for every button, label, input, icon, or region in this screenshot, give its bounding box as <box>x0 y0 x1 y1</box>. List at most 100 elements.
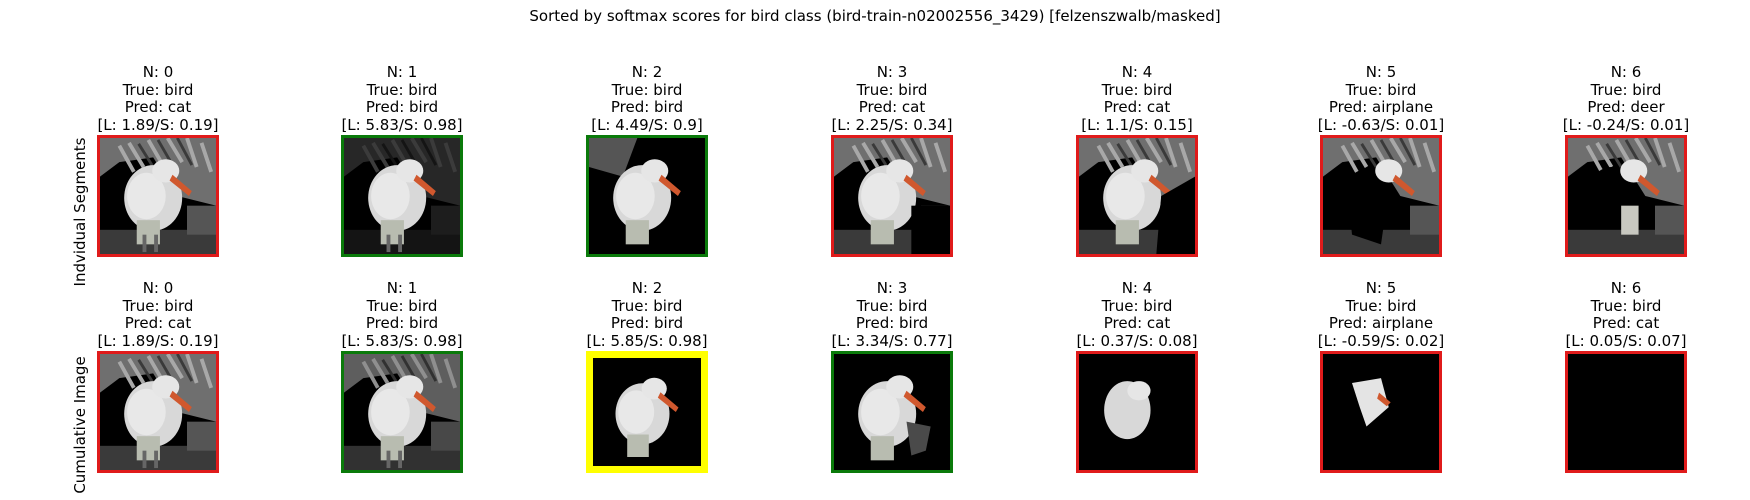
panel-pred-label: Pred: bird <box>610 98 684 116</box>
panel-score: [L: 2.25/S: 0.34] <box>831 115 953 134</box>
segment-image <box>97 135 219 257</box>
panel-score: [L: 1.89/S: 0.19] <box>97 331 219 350</box>
panel-row0-n0: N: 0 True: bird Pred: cat [L: 1.89/S: 0.19] <box>93 63 223 257</box>
panel-title: N: 5 True: bird Pred: airplane [L: -0.63/S:… <box>1316 63 1446 134</box>
panel-index: N: 4 <box>1121 279 1153 297</box>
panel-index: N: 2 <box>631 279 663 297</box>
panel-pred-label: Pred: bird <box>365 98 439 116</box>
panel-true-label: True: bird <box>856 296 928 315</box>
panel-true-label: True: bird <box>1101 80 1173 99</box>
panel-pred-label: Pred: cat <box>124 314 192 332</box>
panel-true-label: True: bird <box>366 80 438 99</box>
panel-score: [L: 5.83/S: 0.98] <box>341 115 463 134</box>
segment-image <box>586 351 708 473</box>
panel-true-label: True: bird <box>856 80 928 99</box>
segment-image <box>1076 351 1198 473</box>
panel-pred-label: Pred: cat <box>124 98 192 116</box>
panel-row1-n3: N: 3 True: bird Pred: bird [L: 3.34/S: 0.77… <box>827 279 957 473</box>
panel-index: N: 6 <box>1610 279 1642 297</box>
panel-score: [L: 3.34/S: 0.77] <box>831 331 953 350</box>
panel-title: N: 0 True: bird Pred: cat [L: 1.89/S: 0.19] <box>93 279 223 350</box>
panel-row1-n5: N: 5 True: bird Pred: airplane [L: -0.59/S:… <box>1316 279 1446 473</box>
panel-score: [L: 0.05/S: 0.07] <box>1565 331 1687 350</box>
panel-true-label: True: bird <box>1590 80 1662 99</box>
segment-image <box>1565 351 1687 473</box>
panel-row0-n5: N: 5 True: bird Pred: airplane [L: -0.63/S:… <box>1316 63 1446 257</box>
panel-score: [L: -0.63/S: 0.01] <box>1317 115 1445 134</box>
panel-score: [L: 1.89/S: 0.19] <box>97 115 219 134</box>
panel-true-label: True: bird <box>611 80 683 99</box>
panel-pred-label: Pred: deer <box>1587 98 1665 116</box>
panel-row0-n3: N: 3 True: bird Pred: cat [L: 2.25/S: 0.34] <box>827 63 957 257</box>
segment-image <box>831 135 953 257</box>
panel-pred-label: Pred: bird <box>855 314 929 332</box>
segment-image <box>341 351 463 473</box>
segment-image <box>831 351 953 473</box>
panel-true-label: True: bird <box>366 296 438 315</box>
panel-score: [L: -0.24/S: 0.01] <box>1562 115 1690 134</box>
panel-title: N: 1 True: bird Pred: bird [L: 5.83/S: 0.98… <box>337 63 467 134</box>
panel-title: N: 2 True: bird Pred: bird [L: 5.85/S: 0.98… <box>582 279 712 350</box>
panel-index: N: 1 <box>386 279 418 297</box>
panel-title: N: 6 True: bird Pred: cat [L: 0.05/S: 0.07] <box>1561 279 1691 350</box>
panel-row0-n1: N: 1 True: bird Pred: bird [L: 5.83/S: 0.98… <box>337 63 467 257</box>
panel-row0-n2: N: 2 True: bird Pred: bird [L: 4.49/S: 0.9] <box>582 63 712 257</box>
segment-image <box>1320 135 1442 257</box>
panel-title: N: 0 True: bird Pred: cat [L: 1.89/S: 0.19] <box>93 63 223 134</box>
panel-title: N: 4 True: bird Pred: cat [L: 0.37/S: 0.08] <box>1072 279 1202 350</box>
panel-row1-n2: N: 2 True: bird Pred: bird [L: 5.85/S: 0.98… <box>582 279 712 473</box>
segment-image <box>97 351 219 473</box>
panel-true-label: True: bird <box>1101 296 1173 315</box>
panel-pred-label: Pred: airplane <box>1328 98 1434 116</box>
segment-image <box>1320 351 1442 473</box>
panel-pred-label: Pred: bird <box>610 314 684 332</box>
row-label-individual-segments: Indvidual Segments <box>71 137 89 287</box>
panel-index: N: 3 <box>876 279 908 297</box>
panel-true-label: True: bird <box>1590 296 1662 315</box>
panel-title: N: 4 True: bird Pred: cat [L: 1.1/S: 0.15] <box>1072 63 1202 134</box>
panel-title: N: 3 True: bird Pred: bird [L: 3.34/S: 0.77… <box>827 279 957 350</box>
panel-true-label: True: bird <box>122 296 194 315</box>
segment-image <box>1076 135 1198 257</box>
panel-index: N: 5 <box>1365 63 1397 81</box>
panel-title: N: 3 True: bird Pred: cat [L: 2.25/S: 0.34] <box>827 63 957 134</box>
panel-title: N: 2 True: bird Pred: bird [L: 4.49/S: 0.9] <box>582 63 712 134</box>
panel-pred-label: Pred: cat <box>1103 98 1171 116</box>
panel-index: N: 4 <box>1121 63 1153 81</box>
panel-row1-n4: N: 4 True: bird Pred: cat [L: 0.37/S: 0.08] <box>1072 279 1202 473</box>
panel-score: [L: 0.37/S: 0.08] <box>1076 331 1198 350</box>
panel-title: N: 5 True: bird Pred: airplane [L: -0.59/S:… <box>1316 279 1446 350</box>
panel-index: N: 0 <box>142 63 174 81</box>
panel-pred-label: Pred: cat <box>1103 314 1171 332</box>
panel-row0-n4: N: 4 True: bird Pred: cat [L: 1.1/S: 0.15] <box>1072 63 1202 257</box>
panel-row1-n0: N: 0 True: bird Pred: cat [L: 1.89/S: 0.19] <box>93 279 223 473</box>
panel-score: [L: 1.1/S: 0.15] <box>1081 115 1193 134</box>
panel-true-label: True: bird <box>611 296 683 315</box>
panel-row0-n6: N: 6 True: bird Pred: deer [L: -0.24/S: 0.0… <box>1561 63 1691 257</box>
row-label-cumulative-image: Cumulative Image <box>71 356 89 494</box>
panel-score: [L: 5.85/S: 0.98] <box>586 331 708 350</box>
panel-true-label: True: bird <box>122 80 194 99</box>
panel-score: [L: 5.83/S: 0.98] <box>341 331 463 350</box>
panel-index: N: 0 <box>142 279 174 297</box>
segment-image <box>341 135 463 257</box>
panel-index: N: 5 <box>1365 279 1397 297</box>
panel-pred-label: Pred: bird <box>365 314 439 332</box>
segment-image <box>1565 135 1687 257</box>
panel-title: N: 1 True: bird Pred: bird [L: 5.83/S: 0.98… <box>337 279 467 350</box>
panel-index: N: 1 <box>386 63 418 81</box>
panel-title: N: 6 True: bird Pred: deer [L: -0.24/S: 0.0… <box>1561 63 1691 134</box>
panel-index: N: 6 <box>1610 63 1642 81</box>
segment-image <box>586 135 708 257</box>
panel-row1-n6: N: 6 True: bird Pred: cat [L: 0.05/S: 0.07] <box>1561 279 1691 473</box>
figure-title: Sorted by softmax scores for bird class … <box>529 7 1221 25</box>
panel-index: N: 3 <box>876 63 908 81</box>
panel-score: [L: 4.49/S: 0.9] <box>591 115 703 134</box>
panel-true-label: True: bird <box>1345 296 1417 315</box>
panel-pred-label: Pred: cat <box>858 98 926 116</box>
panel-true-label: True: bird <box>1345 80 1417 99</box>
panel-index: N: 2 <box>631 63 663 81</box>
panel-pred-label: Pred: cat <box>1592 314 1660 332</box>
panel-row1-n1: N: 1 True: bird Pred: bird [L: 5.83/S: 0.98… <box>337 279 467 473</box>
panel-score: [L: -0.59/S: 0.02] <box>1317 331 1445 350</box>
